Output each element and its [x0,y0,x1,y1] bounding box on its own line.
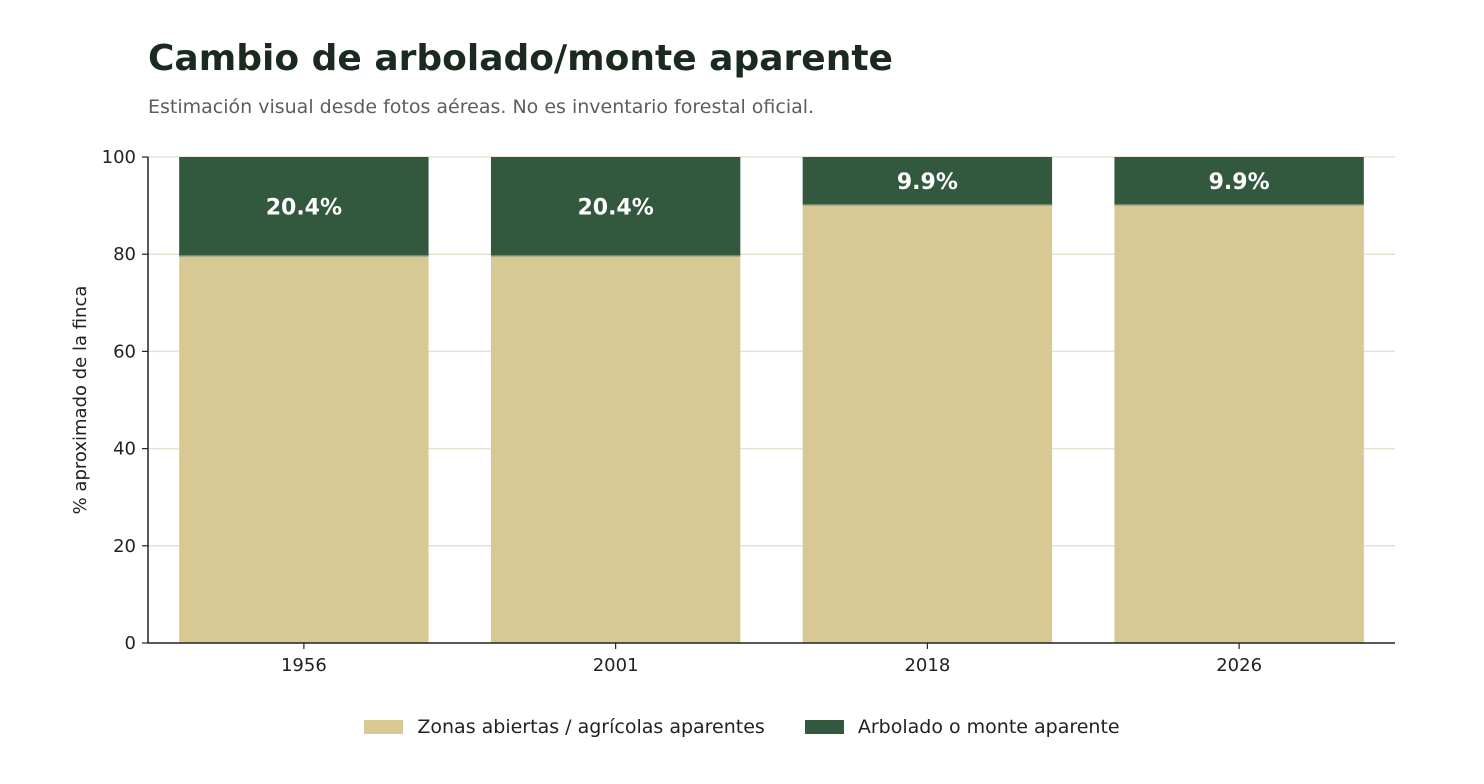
x-tick-label-2018: 2018 [904,655,950,676]
bar-open-1956 [179,256,429,643]
data-label-2001: 20.4% [577,196,653,221]
chart-subtitle: Estimación visual desde fotos aéreas. No… [148,96,815,118]
data-labels: 20.4% 20.4% 9.9% 9.9% [266,170,1270,221]
bar-open-2018 [802,205,1053,643]
legend-label-forest: Arbolado o monte aparente [857,716,1120,738]
y-tick-label-80: 80 [113,244,136,265]
y-tick-label-0: 0 [125,633,136,654]
bar-open-2026 [1114,205,1364,643]
stacked-bar-chart: 20.4% 20.4% 9.9% 9.9% 1956 2001 2018 2026 0 20 40… [70,147,1395,676]
data-label-2026: 9.9% [1209,170,1270,195]
legend-item-open: Zonas abiertas / agrícolas aparentes [364,716,765,738]
bars [179,157,1364,643]
y-axis-label: % aproximado de la finca [70,286,91,515]
legend-swatch-forest [804,720,844,734]
y-tick-label-100: 100 [102,147,136,168]
x-tick-label-2026: 2026 [1216,655,1262,676]
legend-label-open: Zonas abiertas / agrícolas aparentes [417,716,765,738]
data-label-2018: 9.9% [897,170,958,195]
bar-forest-2026 [1114,157,1364,206]
legend-swatch-open [364,720,404,734]
y-tick-label-60: 60 [113,341,136,362]
bar-forest-1956 [179,157,429,257]
bar-open-2001 [490,256,741,643]
bar-forest-2001 [490,157,741,257]
legend: Zonas abiertas / agrícolas aparentes Arb… [0,716,1484,738]
bar-forest-2018 [802,157,1053,206]
y-tick-label-40: 40 [113,439,136,460]
chart-title: Cambio de arbolado/monte aparente [148,38,893,79]
axes: 1956 2001 2018 2026 0 20 40 60 80 100 [102,147,1395,676]
y-tick-label-20: 20 [113,536,136,557]
data-label-1956: 20.4% [266,196,342,221]
x-tick-label-1956: 1956 [281,655,327,676]
legend-item-forest: Arbolado o monte aparente [804,716,1120,738]
x-tick-label-2001: 2001 [593,655,639,676]
